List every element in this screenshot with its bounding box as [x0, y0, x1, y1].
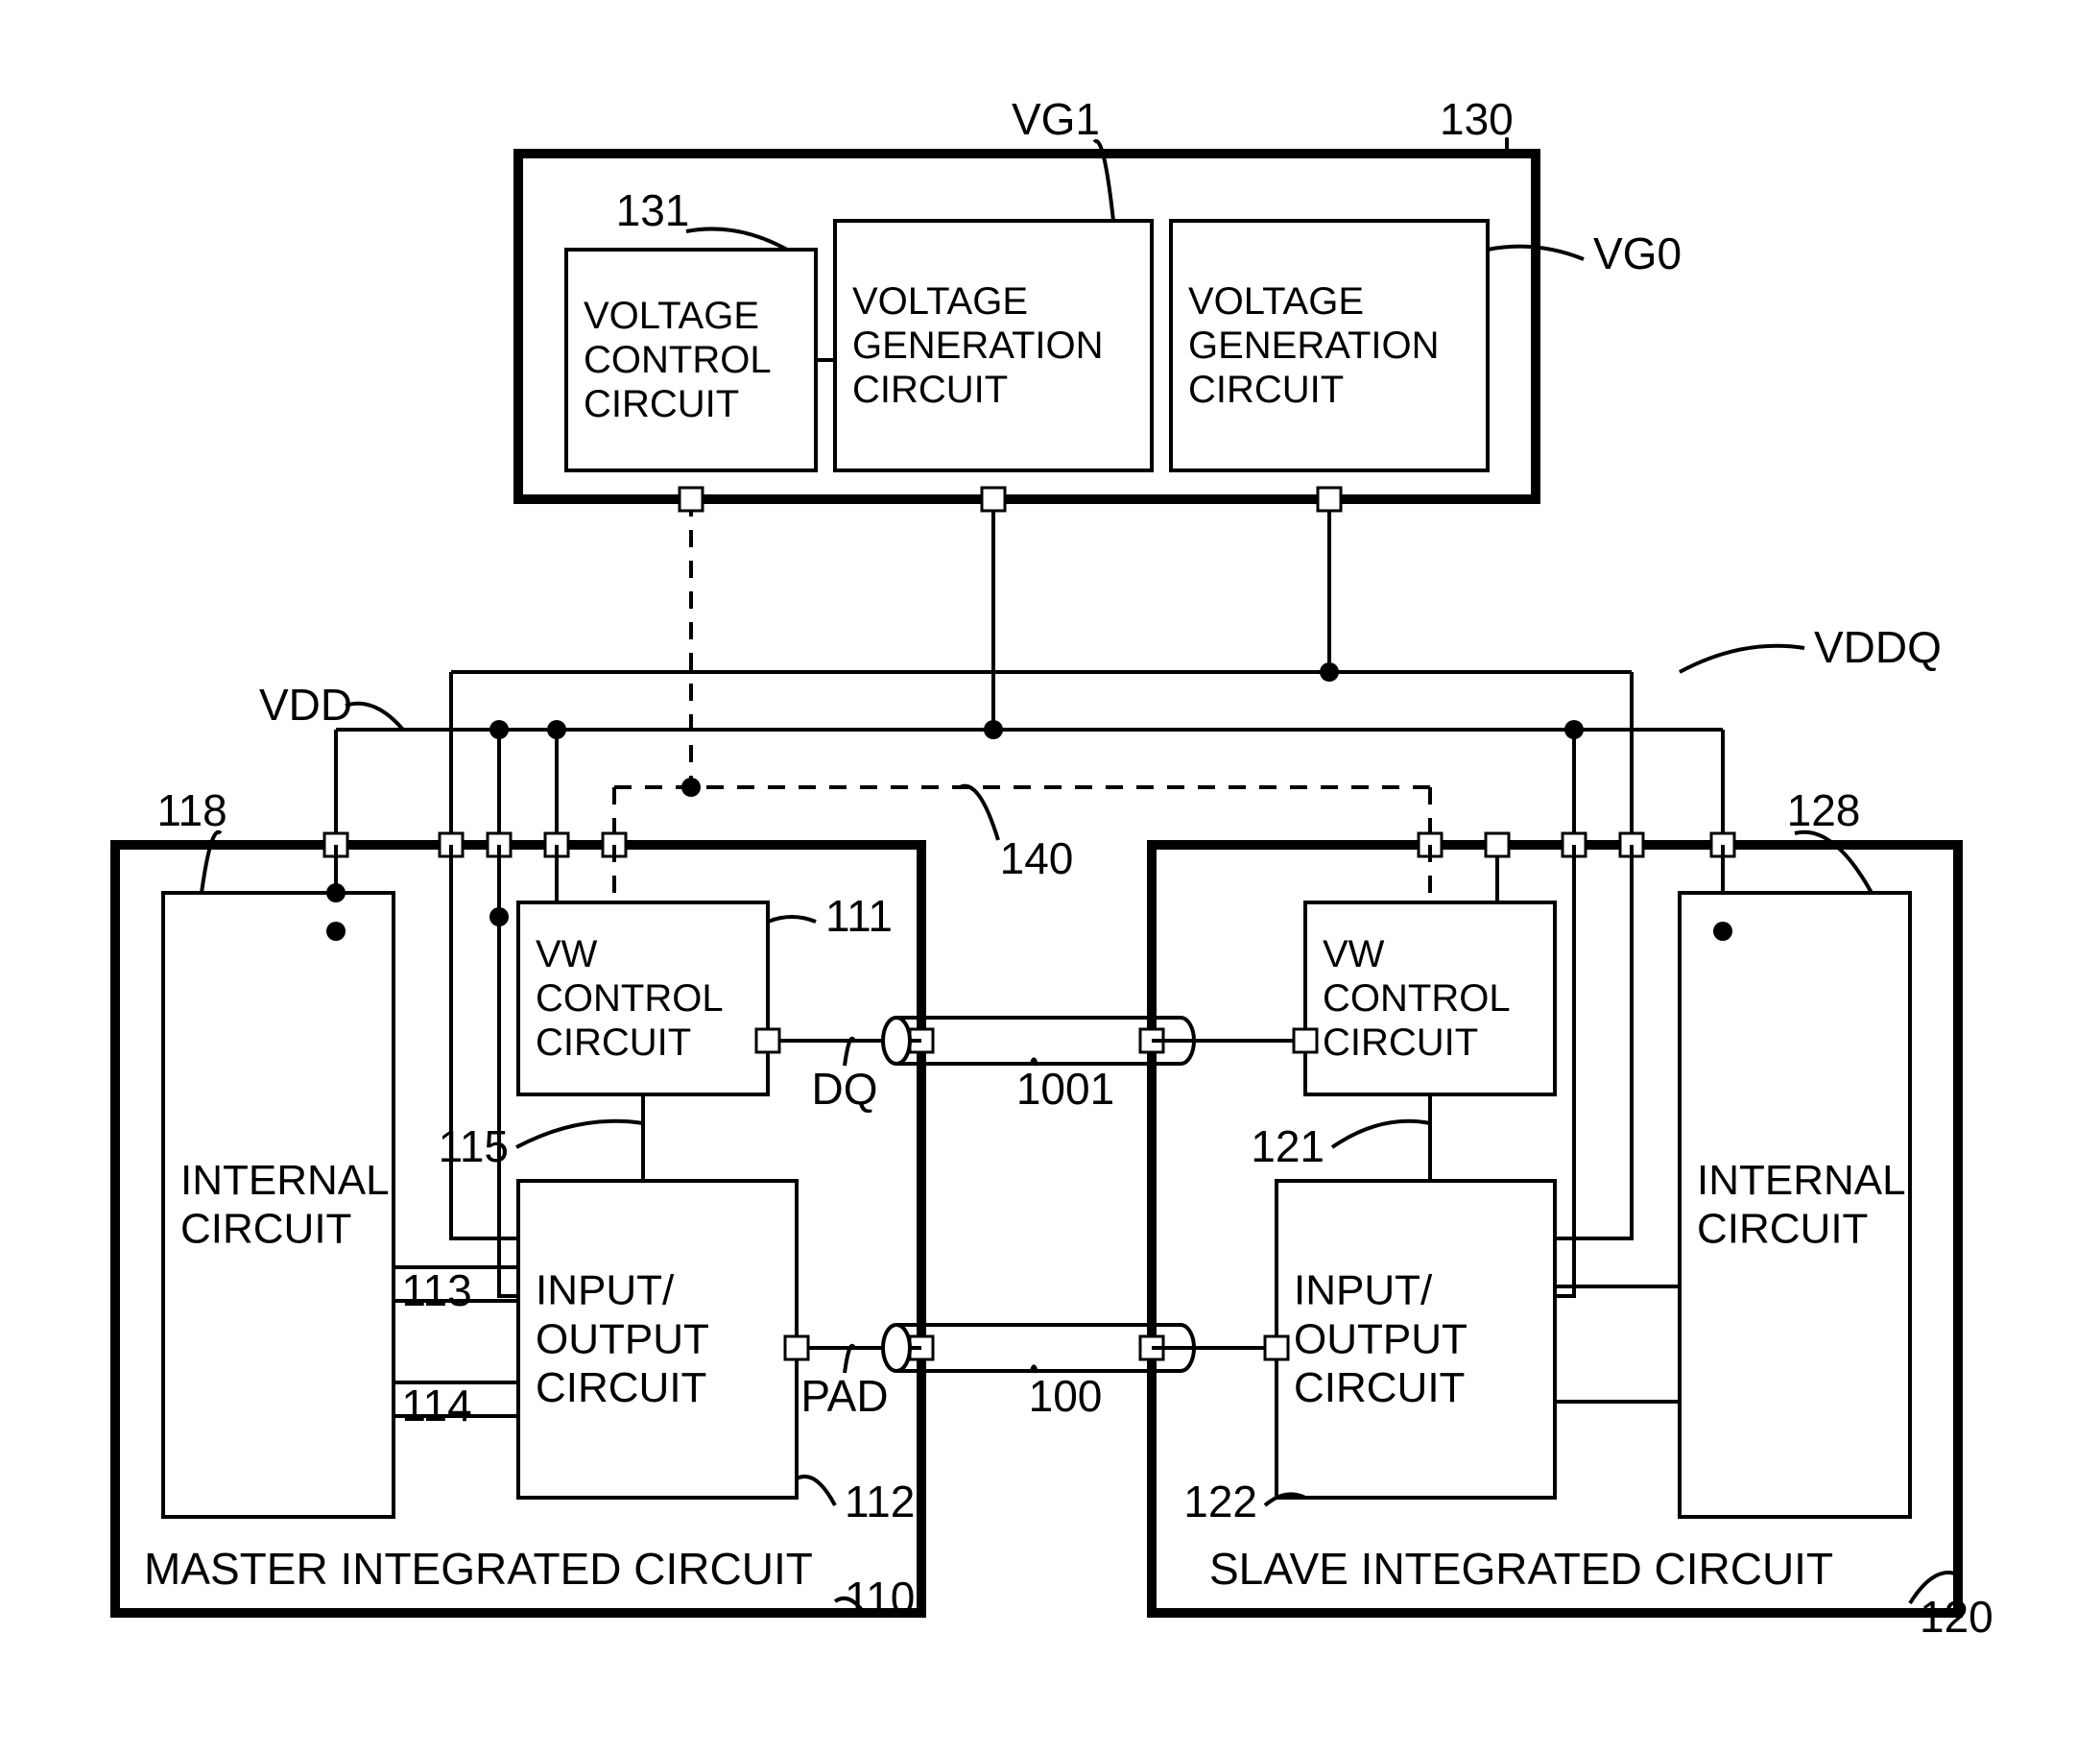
p-mvw-dq: [756, 1029, 779, 1052]
lbl-110: 110: [845, 1573, 915, 1622]
lbl-128: 128: [1787, 785, 1861, 835]
lbl-slave-title: SLAVE INTEGRATED CIRCUIT: [1209, 1544, 1833, 1594]
lbl-130: 130: [1440, 94, 1514, 144]
p-sio-pad: [1265, 1336, 1288, 1359]
vddq-j1: [1320, 662, 1339, 682]
s-io-l0: INPUT/: [1294, 1267, 1433, 1314]
lbl-131: 131: [616, 185, 690, 235]
port-vg0: [1318, 488, 1341, 511]
vg0-l2: CIRCUIT: [1188, 369, 1344, 411]
s-vw-l2: CIRCUIT: [1323, 1021, 1478, 1064]
m-int-l0: INTERNAL: [180, 1157, 390, 1204]
m-vw-dot: [489, 907, 509, 926]
vg0-l0: VOLTAGE: [1188, 280, 1364, 323]
p-svw-dq: [1294, 1029, 1317, 1052]
lbl-114: 114: [401, 1381, 471, 1430]
s-int-l1: CIRCUIT: [1697, 1206, 1868, 1253]
lbl-master-title: MASTER INTEGRATED CIRCUIT: [144, 1544, 813, 1594]
m-vw-l1: CONTROL: [536, 977, 724, 1020]
port-vcc: [680, 488, 703, 511]
vcc-l1: CONTROL: [584, 339, 772, 381]
lbl-111: 111: [825, 891, 893, 941]
lbl-122: 122: [1183, 1477, 1257, 1526]
s-int-l0: INTERNAL: [1697, 1157, 1906, 1204]
vg0-l1: GENERATION: [1188, 324, 1440, 367]
lbl-112: 112: [845, 1477, 915, 1526]
dq-tl-cap: [883, 1018, 910, 1064]
vg1-l0: VOLTAGE: [852, 280, 1028, 323]
s-int-dot: [1713, 922, 1732, 941]
s-io-l2: CIRCUIT: [1294, 1364, 1465, 1411]
p-mio-pad: [785, 1336, 808, 1359]
port-s-vw: [1486, 833, 1509, 856]
s-io-l1: OUTPUT: [1294, 1315, 1468, 1362]
m-int-dot: [326, 922, 346, 941]
vg1-l2: CIRCUIT: [852, 369, 1008, 411]
m-vw-l2: CIRCUIT: [536, 1021, 691, 1064]
ldr-140: [960, 786, 998, 840]
lbl-140: 140: [1000, 833, 1074, 883]
pad-tl-cap: [883, 1325, 910, 1371]
lbl-vdd: VDD: [259, 680, 352, 730]
lbl-118: 118: [156, 785, 227, 835]
lbl-dq: DQ: [812, 1064, 878, 1114]
lbl-100: 100: [1029, 1371, 1103, 1421]
vcc-l2: CIRCUIT: [584, 383, 739, 425]
vdd-j1: [984, 720, 1003, 739]
s-vw-l1: CONTROL: [1323, 977, 1511, 1020]
vdd-jm2: [547, 720, 566, 739]
lbl-pad: PAD: [800, 1371, 888, 1421]
vdd-js1: [1564, 720, 1584, 739]
m-io-l2: CIRCUIT: [536, 1364, 706, 1411]
lbl-vddq: VDDQ: [1814, 622, 1942, 672]
ctrl-j: [681, 778, 701, 797]
s-vw-l0: VW: [1323, 933, 1385, 975]
lbl-115: 115: [439, 1121, 509, 1171]
port-vg1: [982, 488, 1005, 511]
: [326, 883, 346, 902]
m-io-l1: OUTPUT: [536, 1315, 709, 1362]
vcc-l0: VOLTAGE: [584, 295, 759, 337]
lbl-121: 121: [1251, 1121, 1324, 1171]
m-vw-l0: VW: [536, 933, 598, 975]
lbl-113: 113: [401, 1265, 471, 1315]
vg1-l1: GENERATION: [852, 324, 1104, 367]
ldr-vdd: [346, 704, 403, 730]
lbl-vg0: VG0: [1593, 228, 1682, 278]
vdd-jm1: [489, 720, 509, 739]
m-int-l1: CIRCUIT: [180, 1206, 351, 1253]
lbl-vg1: VG1: [1012, 94, 1100, 144]
lbl-1001: 1001: [1016, 1064, 1114, 1114]
m-io-l0: INPUT/: [536, 1267, 675, 1314]
ldr-vddq: [1680, 646, 1804, 672]
lbl-120: 120: [1920, 1592, 1993, 1642]
